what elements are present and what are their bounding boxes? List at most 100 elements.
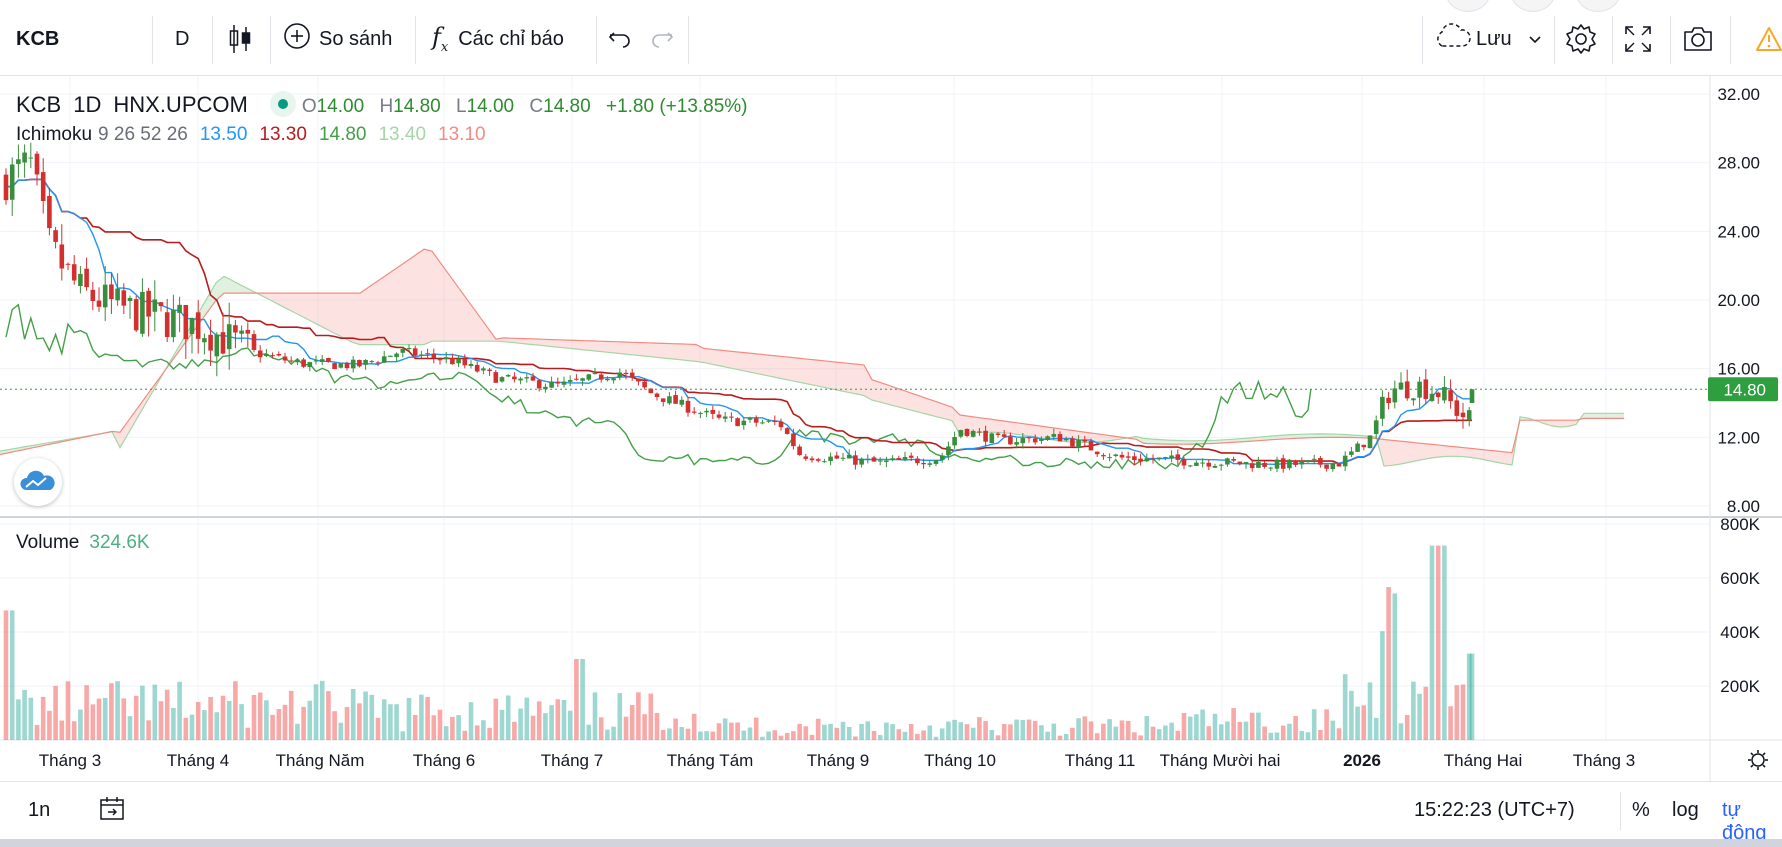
volume-bar — [1256, 712, 1261, 740]
divider — [415, 16, 416, 64]
axis-settings-icon-tooth — [1762, 764, 1766, 768]
cloud-segment — [296, 293, 304, 318]
volume-bar — [140, 685, 145, 740]
volume-bar — [1175, 730, 1181, 740]
save-button[interactable]: Lưu — [1432, 18, 1542, 60]
axis-settings-icon[interactable] — [1751, 753, 1765, 767]
candle-body — [133, 299, 139, 331]
candle-body — [28, 157, 34, 159]
indicators-button[interactable]: fx Các chỉ báo — [432, 18, 564, 60]
percent-toggle[interactable]: % — [1632, 799, 1650, 821]
volume-bar — [1225, 721, 1230, 740]
candle-body — [1094, 451, 1100, 455]
candle-body — [313, 360, 319, 362]
volume-bar — [791, 731, 796, 740]
redo-icon[interactable] — [650, 18, 674, 60]
volume-tick-label: 400K — [1720, 623, 1760, 642]
fullscreen-icon[interactable] — [1624, 18, 1652, 60]
candle-body — [685, 400, 691, 413]
volume-bar — [1163, 725, 1168, 740]
compare-button[interactable]: So sánh — [283, 18, 392, 60]
cloud-segment — [1488, 450, 1496, 463]
candle-body — [450, 357, 455, 365]
volume-bar — [505, 695, 511, 740]
volume-bar — [264, 700, 269, 740]
volume-bar — [1429, 545, 1435, 740]
candle-body — [1417, 381, 1422, 398]
candle-body — [71, 264, 77, 281]
chart-logo-icon[interactable] — [14, 458, 62, 506]
candle-body — [704, 410, 709, 413]
cloud-segment — [1392, 440, 1400, 466]
candle-body — [995, 433, 1001, 435]
volume-bar — [958, 722, 964, 740]
cloud-segment — [1296, 434, 1304, 439]
volume-bar — [344, 707, 350, 740]
candle-body — [326, 357, 331, 362]
range-button[interactable]: 1n — [28, 799, 51, 821]
cloud-segment — [496, 337, 504, 342]
cloud-segment — [688, 344, 696, 362]
volume-bar — [1045, 731, 1050, 740]
candle-body — [1392, 388, 1398, 403]
high-value: 14.80 — [393, 96, 441, 117]
candle-body — [257, 350, 263, 358]
candle-body — [822, 461, 827, 463]
candle-body — [140, 291, 145, 334]
candle-body — [1249, 463, 1255, 469]
volume-name: Volume — [16, 532, 80, 553]
warning-icon[interactable] — [1756, 18, 1782, 60]
cloud-segment — [968, 416, 976, 434]
volume-bar — [1380, 631, 1385, 740]
clock-display[interactable]: 15:22:23 (UTC+7) — [1414, 799, 1575, 821]
axis-settings-icon-tooth — [1762, 752, 1766, 756]
market-status-icon[interactable] — [269, 91, 296, 117]
axis-settings-icon-tooth — [1750, 764, 1754, 768]
candle-body — [989, 433, 995, 444]
time-tick-label: Tháng 4 — [167, 751, 229, 770]
volume-legend[interactable]: Volume 324.6K — [16, 532, 156, 554]
indicators-label: Các chỉ báo — [458, 27, 564, 50]
candle-body — [791, 433, 796, 447]
volume-bar — [357, 703, 362, 740]
price-chart[interactable]: 32.00 28.00 24.00 20.00 16.00 12.00 8.00 14.80 8… — [0, 76, 1782, 781]
undo-icon[interactable] — [608, 18, 632, 60]
cloud-segment — [584, 340, 592, 351]
log-toggle[interactable]: log — [1672, 799, 1699, 821]
candlestick-icon[interactable] — [228, 18, 252, 60]
volume-bar — [598, 717, 604, 740]
ohlc-values: O14.00 H14.80 L14.00 C14.80 +1.80 (+13.8… — [302, 96, 758, 118]
candle-body — [1442, 386, 1447, 401]
symbol-search-button[interactable]: KCB — [16, 18, 59, 60]
volume-bar — [202, 710, 207, 740]
axis-settings-icon-tooth — [1750, 752, 1754, 756]
volume-bar — [350, 688, 356, 740]
cloud-segment — [1504, 451, 1512, 466]
volume-bar — [1318, 730, 1323, 740]
volume-bar — [1076, 718, 1081, 740]
candle-body — [357, 359, 362, 367]
candle-body — [760, 422, 765, 424]
volume-bar — [859, 723, 864, 740]
volume-bar — [667, 728, 672, 740]
high-key: H — [379, 96, 394, 117]
candle-body — [1287, 459, 1292, 469]
gear-icon[interactable] — [1565, 18, 1597, 60]
cloud-segment — [624, 342, 632, 355]
volume-bar — [381, 699, 387, 740]
cloud-segment — [1432, 444, 1440, 458]
symbol-label: KCB — [16, 27, 60, 50]
auto-scale-toggle[interactable]: tự động — [1722, 799, 1767, 844]
date-range-icon[interactable] — [98, 795, 126, 829]
candle-body — [1336, 463, 1342, 467]
cloud-segment — [1464, 447, 1472, 458]
ichimoku-legend[interactable]: Ichimoku 9 26 52 26 13.50 13.30 14.80 13… — [16, 124, 492, 146]
camera-icon[interactable] — [1682, 18, 1714, 60]
interval-button[interactable]: D — [175, 18, 189, 60]
candle-body — [419, 354, 424, 356]
candle-body — [1218, 464, 1224, 466]
candle-body — [1156, 457, 1162, 460]
volume-bar — [1039, 725, 1044, 740]
candle-body — [809, 458, 815, 461]
cloud-segment — [920, 396, 928, 415]
